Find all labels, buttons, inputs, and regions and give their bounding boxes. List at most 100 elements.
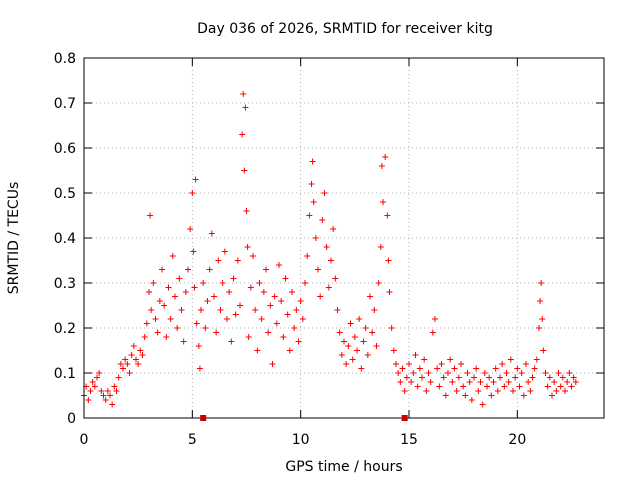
data-point (280, 334, 287, 340)
data-point (338, 352, 345, 358)
data-point (449, 379, 456, 385)
data-point (399, 365, 406, 372)
data-point (557, 383, 564, 390)
data-point (529, 374, 536, 381)
data-point (169, 253, 176, 259)
data-point (94, 374, 100, 381)
data-point (345, 343, 352, 349)
data-point (159, 266, 165, 273)
plot-frame (83, 57, 605, 419)
data-point (570, 374, 577, 381)
data-point (414, 383, 421, 390)
data-point (423, 388, 430, 394)
x-tick-label: 15 (400, 432, 418, 448)
data-point (564, 379, 571, 385)
data-point (390, 347, 397, 354)
data-point (200, 280, 207, 286)
data-point (224, 316, 230, 322)
data-point (133, 356, 139, 363)
data-point (425, 370, 432, 376)
data-point (537, 298, 544, 304)
data-point (211, 293, 217, 300)
data-point (319, 217, 326, 223)
data-point (147, 212, 154, 219)
data-point (488, 392, 495, 399)
data-point (362, 325, 369, 331)
y-tick-label: 0.3 (54, 276, 76, 292)
data-point (527, 388, 534, 394)
data-point (267, 302, 274, 309)
data-point (412, 352, 419, 358)
data-point (464, 370, 471, 376)
data-point (539, 316, 546, 322)
data-point (113, 388, 120, 394)
data-point (265, 329, 272, 336)
data-point (419, 374, 425, 381)
data-point (161, 302, 168, 309)
chart-title: Day 036 of 2026, SRMTID for receiver kit… (197, 21, 493, 37)
data-point (213, 329, 220, 336)
data-point (544, 383, 551, 390)
data-point (385, 257, 392, 264)
data-point (185, 266, 191, 273)
data-point (189, 190, 196, 196)
data-point (190, 248, 197, 255)
x-tick-label: 5 (188, 432, 197, 448)
data-point (289, 289, 295, 295)
data-point (549, 392, 555, 399)
data-point (85, 397, 92, 403)
y-tick-label: 0 (67, 411, 76, 427)
data-point (427, 379, 434, 385)
data-point (416, 365, 423, 372)
data-point (538, 280, 545, 286)
data-point (323, 244, 330, 250)
data-point (100, 392, 107, 399)
data-point (566, 370, 573, 376)
data-point (124, 361, 131, 367)
data-point (128, 352, 135, 358)
data-point (438, 361, 445, 367)
data-point (317, 293, 324, 300)
data-point (310, 199, 317, 205)
data-point (378, 163, 385, 169)
data-point (182, 289, 189, 295)
data-point (494, 388, 501, 394)
data-point (174, 325, 181, 331)
data-point (377, 244, 384, 250)
data-point (325, 284, 332, 291)
data-point (382, 154, 389, 160)
data-point (531, 365, 538, 372)
y-tick-label: 0.4 (54, 231, 76, 247)
y-axis-label: SRMTID / TECUs (6, 182, 22, 295)
data-point (442, 392, 449, 399)
data-point (143, 320, 150, 327)
data-point (384, 212, 391, 219)
data-point (388, 325, 395, 331)
data-point (250, 253, 256, 259)
data-point (247, 284, 254, 291)
data-point (349, 356, 356, 363)
data-point (354, 347, 360, 354)
data-point (198, 307, 204, 313)
data-point (202, 325, 209, 331)
data-point (393, 361, 399, 367)
data-point (98, 388, 105, 394)
data-point (141, 334, 148, 340)
data-point (332, 275, 339, 282)
data-point (328, 257, 334, 264)
data-point (241, 167, 248, 174)
data-point (228, 338, 235, 345)
data-point (380, 199, 386, 205)
data-point (117, 361, 124, 367)
data-point (152, 316, 159, 322)
data-point (471, 374, 477, 381)
data-point (440, 374, 447, 381)
data-point (240, 91, 247, 97)
data-point (555, 370, 562, 376)
data-point (562, 388, 568, 394)
data-point (434, 365, 441, 372)
data-point (367, 293, 373, 300)
y-tick-label: 0.5 (54, 186, 76, 202)
y-tick-label: 0.8 (54, 51, 76, 67)
data-point (455, 374, 462, 381)
